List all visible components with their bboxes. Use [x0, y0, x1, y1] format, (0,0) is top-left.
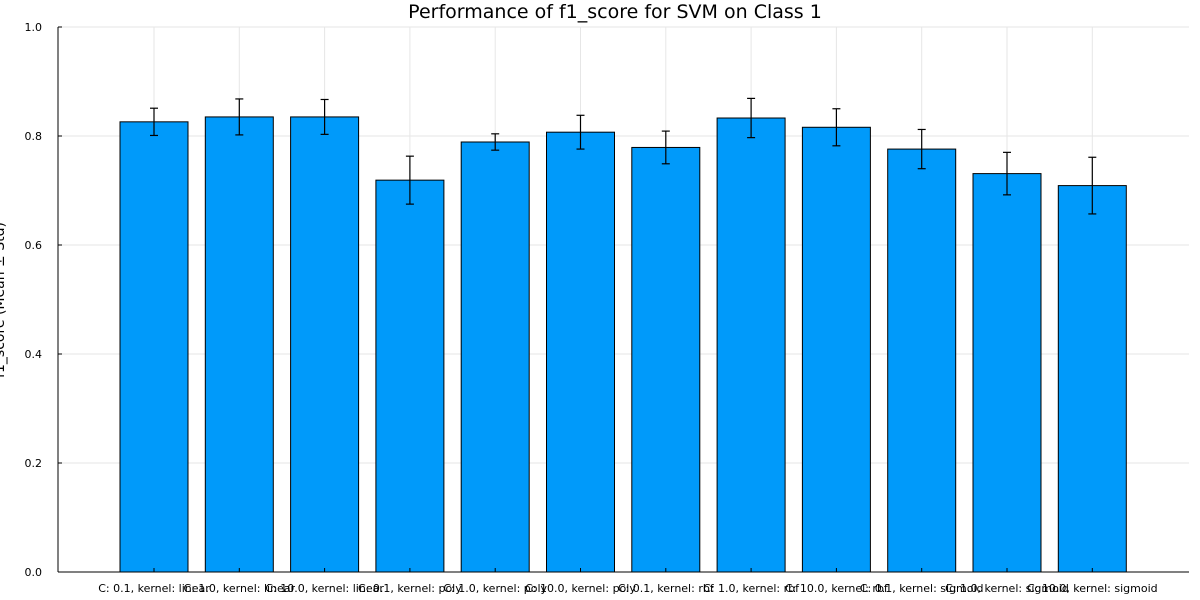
x-tick-label: C: 1.0, kernel: linear [184, 582, 296, 595]
chart-title: Performance of f1_score for SVM on Class… [408, 1, 822, 23]
y-tick-label: 0.8 [25, 130, 43, 143]
x-tick-label: C: 1.0, kernel: poly [443, 582, 547, 595]
bar [460, 141, 530, 573]
bar [375, 179, 445, 573]
y-tick-label: 0.2 [25, 457, 43, 470]
bar [1057, 185, 1127, 573]
y-tick-label: 1.0 [25, 21, 43, 34]
x-tick-label: C: 0.1, kernel: linear [98, 582, 210, 595]
x-tick-label: C: 0.1, kernel: rbf [618, 582, 715, 595]
y-tick-label: 0.0 [25, 566, 43, 579]
bar [801, 126, 871, 573]
x-tick-label: C: 10.0, kernel: linear [265, 582, 384, 595]
x-tick-label: C: 10.0, kernel: rbf [785, 582, 889, 595]
bar [204, 116, 274, 573]
y-axis-label: f1_score (Mean ± Std) [0, 222, 8, 378]
x-tick-label: C: 0.1, kernel: sigmoid [860, 582, 984, 595]
x-tick-label: C: 1.0, kernel: sigmoid [945, 582, 1069, 595]
y-tick-label: 0.6 [25, 239, 43, 252]
error-bars [150, 97, 1097, 215]
x-tick-label: C: 0.1, kernel: poly [358, 582, 462, 595]
y-ticks: 0.0 0.2 0.4 0.6 0.8 1.0 [25, 21, 62, 579]
bars [119, 116, 1127, 573]
bar [290, 116, 360, 573]
bar [546, 131, 615, 573]
x-tick-label: C: 1.0, kernel: rbf [703, 582, 800, 595]
bar [972, 173, 1042, 573]
x-tick-label: C: 10.0, kernel: poly [525, 582, 636, 595]
y-tick-label: 0.4 [25, 348, 43, 361]
bar [119, 121, 189, 573]
bar [631, 146, 701, 573]
bar [887, 148, 957, 573]
bar [716, 117, 786, 573]
x-tick-label: C: 10.0, kernel: sigmoid [1027, 582, 1158, 595]
